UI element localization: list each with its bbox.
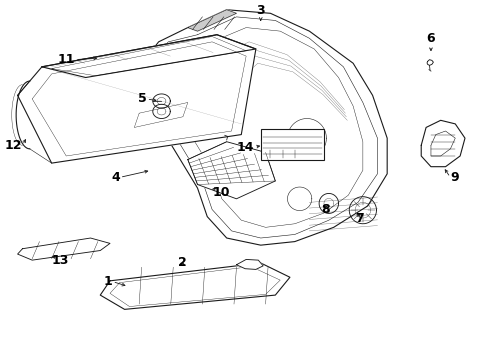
Polygon shape <box>237 260 263 269</box>
Polygon shape <box>139 10 387 245</box>
Text: 3: 3 <box>256 4 265 17</box>
Bar <box>261 129 324 159</box>
Text: 1: 1 <box>104 275 112 288</box>
Text: 4: 4 <box>111 171 120 184</box>
Polygon shape <box>188 10 237 31</box>
Text: 2: 2 <box>178 256 187 269</box>
Polygon shape <box>18 35 256 163</box>
Text: 10: 10 <box>212 186 230 199</box>
Polygon shape <box>421 120 465 167</box>
Text: 9: 9 <box>450 171 459 184</box>
Polygon shape <box>100 263 290 309</box>
Text: 14: 14 <box>237 140 254 154</box>
Polygon shape <box>188 142 275 199</box>
Text: 13: 13 <box>51 254 69 267</box>
Text: 12: 12 <box>5 139 23 152</box>
Text: 7: 7 <box>356 212 365 225</box>
Text: 5: 5 <box>138 93 147 105</box>
Text: 6: 6 <box>427 32 435 45</box>
Polygon shape <box>18 238 110 260</box>
Text: 8: 8 <box>321 203 330 216</box>
Polygon shape <box>42 35 256 77</box>
Text: 11: 11 <box>57 53 75 66</box>
